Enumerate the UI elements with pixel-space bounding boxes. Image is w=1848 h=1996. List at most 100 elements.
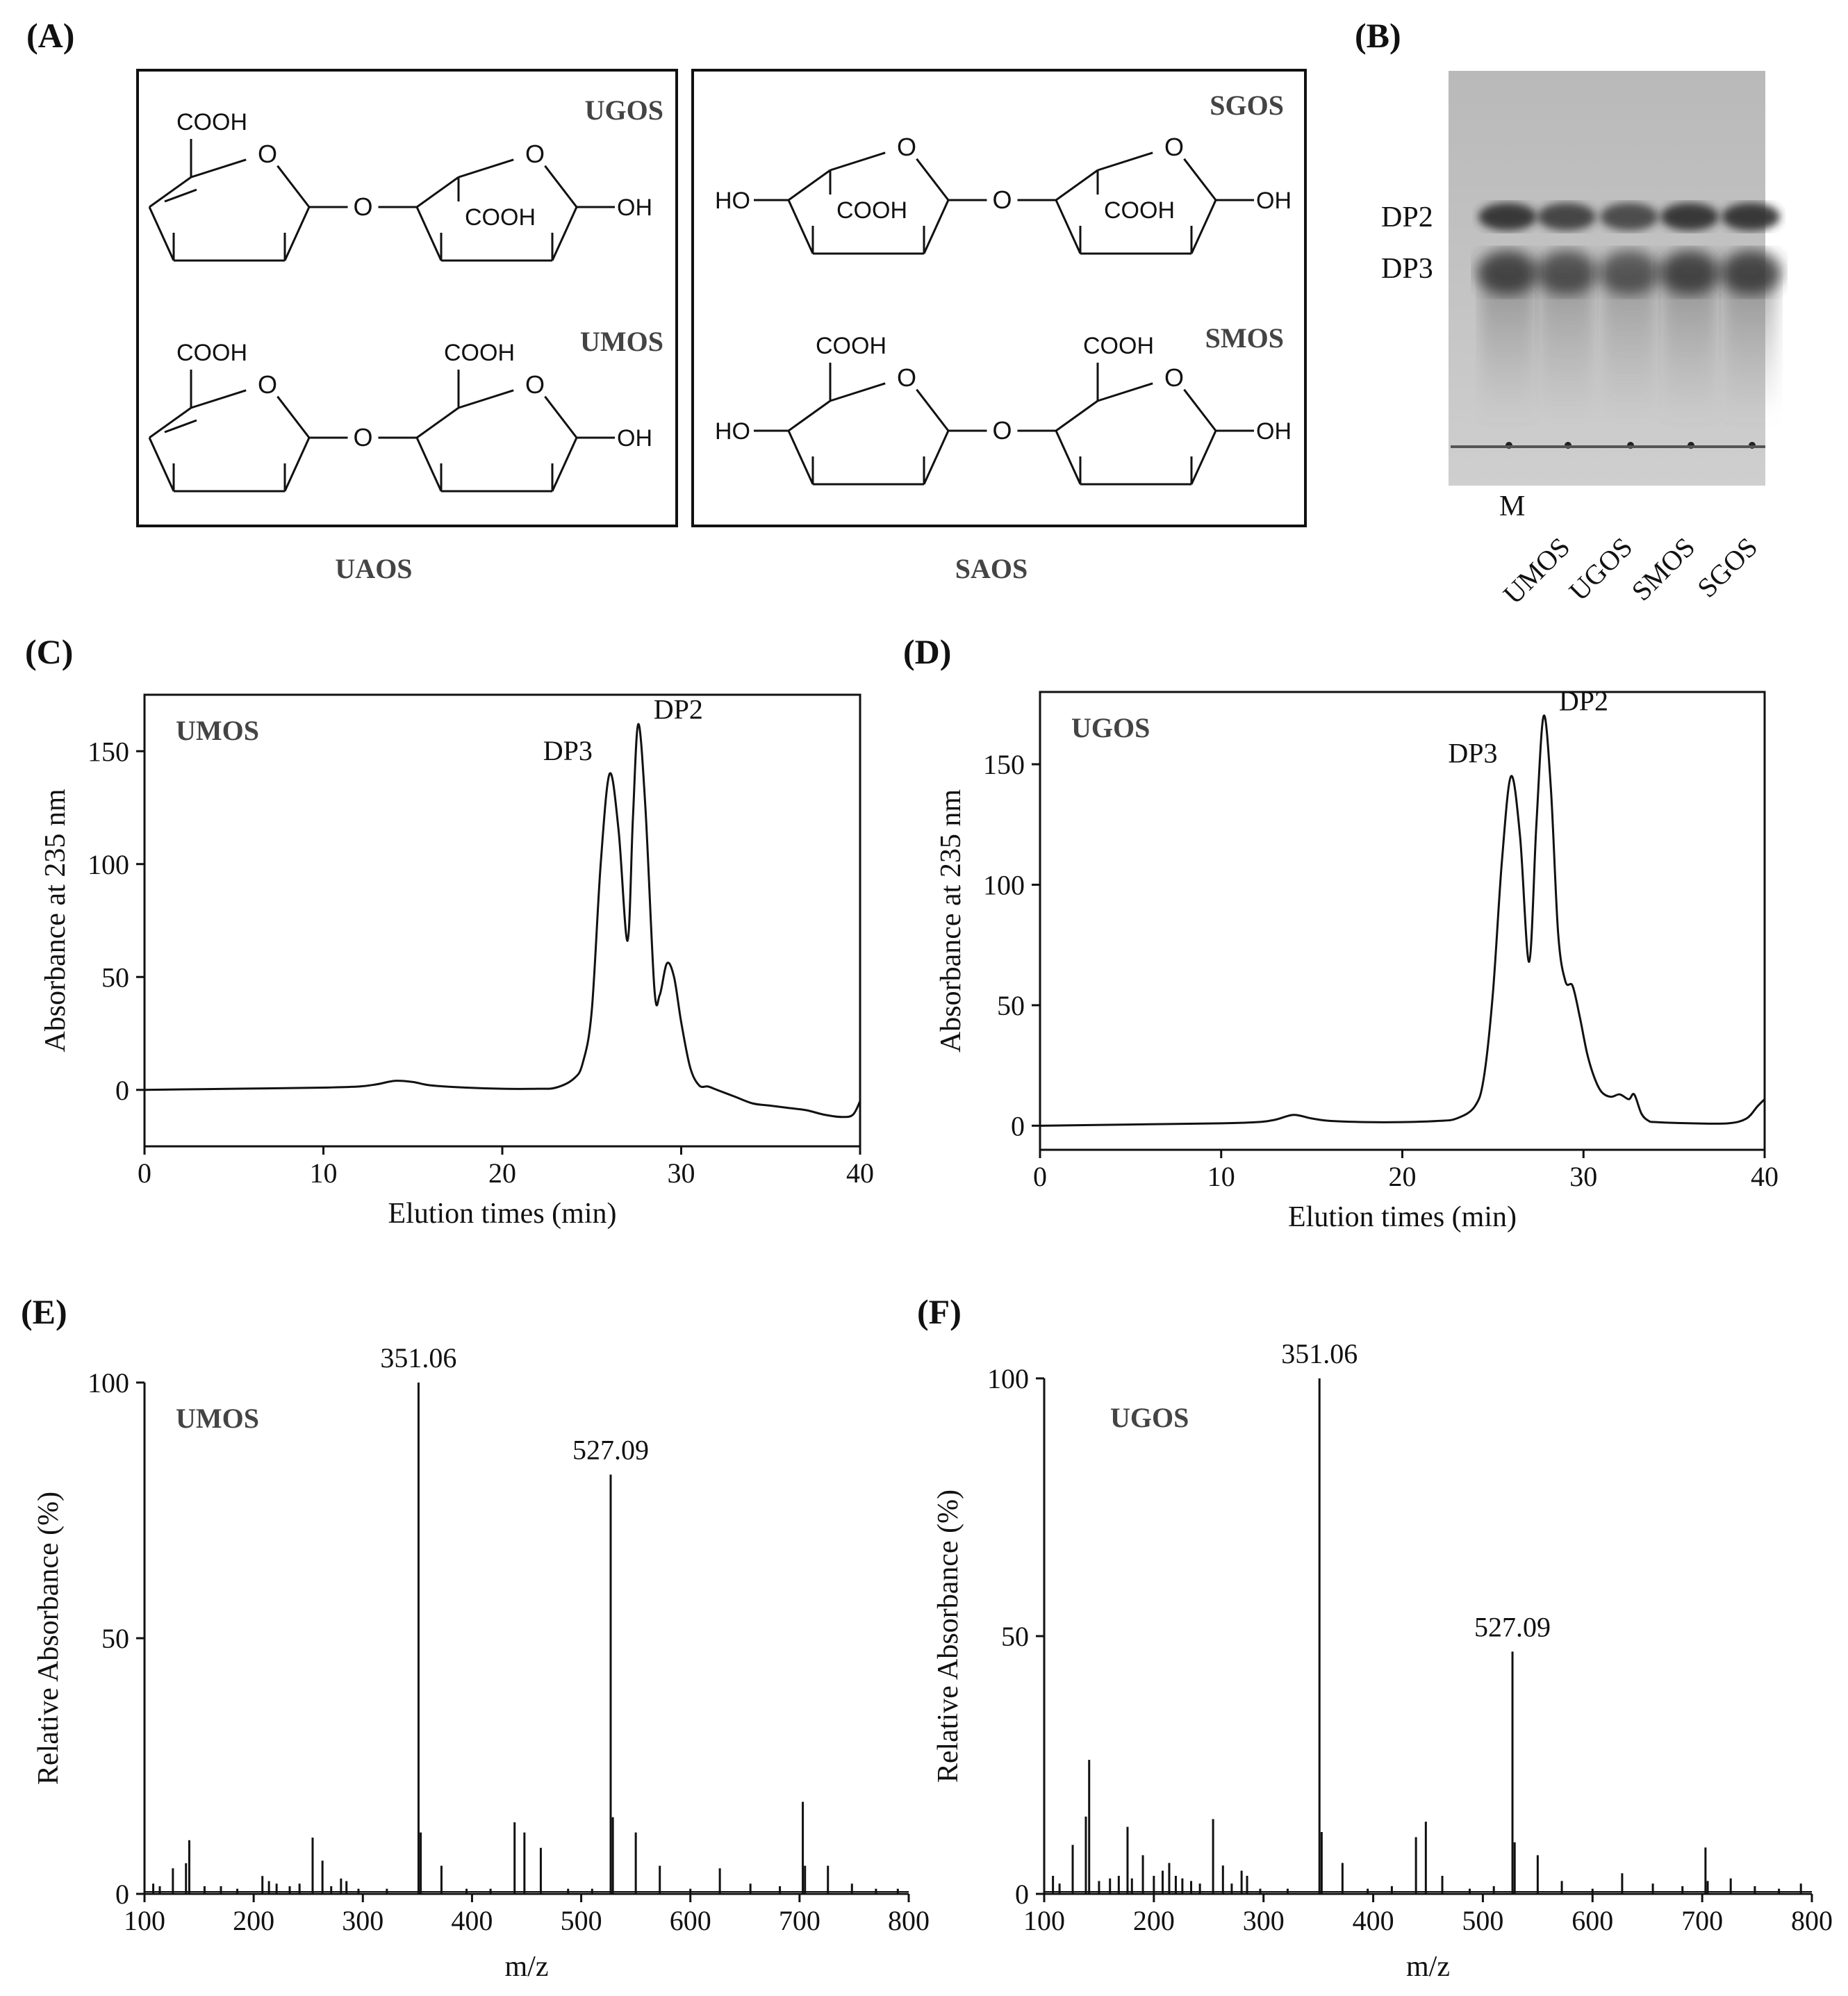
x-tick-label: 0 [138, 1157, 151, 1189]
x-tick-label: 800 [1791, 1905, 1833, 1936]
ring-bond [149, 406, 192, 439]
x-tick-label: 20 [1389, 1161, 1417, 1192]
x-tick-label: 400 [1353, 1905, 1394, 1936]
y-tick-label: 0 [115, 1879, 129, 1910]
cooh-label: COOH [1104, 197, 1175, 224]
ring-bond [830, 382, 886, 402]
y-tick-label: 150 [983, 749, 1025, 780]
x-tick-label: 10 [1207, 1161, 1235, 1192]
ring-bond [283, 206, 311, 261]
ring-bond [1055, 430, 1082, 485]
ring-bond [283, 437, 311, 492]
chart-e: (E) 100 200 300 400 500 600 700 800 0 50 100 m/z Rela… [21, 1292, 930, 1983]
lane-label: SMOS [1626, 531, 1701, 607]
gel-smear [1724, 274, 1777, 420]
y-axis-title: Absorbance at 235 nm [40, 789, 72, 1052]
saos-box [691, 69, 1307, 527]
lane-label: UGOS [1563, 531, 1639, 607]
ring-bond [787, 199, 814, 254]
gel-band-dp3 [1659, 250, 1720, 295]
ring-bond [149, 176, 192, 208]
ugos-label: UGOS [585, 94, 663, 126]
plot-frame [1039, 691, 1766, 1151]
gel-smear [1540, 274, 1593, 420]
ring-bond [830, 151, 886, 172]
panel-label-b: (B) [1355, 16, 1401, 55]
ring-bond [551, 437, 578, 492]
y-tick-label: 100 [88, 849, 129, 880]
x-tick-label: 200 [1133, 1905, 1175, 1936]
ho-label: HO [715, 418, 750, 445]
band-label-dp3: DP3 [1381, 253, 1433, 285]
ring-bond [1055, 199, 1082, 254]
ring-bond [1190, 430, 1217, 485]
x-tick-label: 800 [888, 1905, 930, 1936]
sgos-label: SGOS [1210, 90, 1284, 121]
x-tick-label: 40 [1751, 1161, 1779, 1192]
sample-label: UGOS [1071, 712, 1150, 743]
y-tick-label: 50 [101, 962, 129, 993]
ring-oxygen-label: O [1164, 133, 1184, 161]
oh-label: OH [617, 195, 652, 221]
gel-band-dp3 [1599, 250, 1660, 295]
ring-bond [1190, 199, 1217, 254]
ho-label: HO [715, 188, 750, 214]
gel-band-dp3 [1720, 250, 1781, 295]
y-tick-label: 0 [115, 1075, 129, 1106]
uaos-box [136, 69, 678, 527]
y-tick-label: 50 [101, 1623, 129, 1654]
cooh-label: COOH [176, 340, 247, 366]
x-tick-label: 700 [779, 1905, 820, 1936]
chart-c: (C) 0 10 20 30 40 0 50 100 150 Elution times (min)… [25, 632, 874, 1230]
chart-d: (D) 0 10 20 30 40 0 50 100 150 Elution times (min)… [903, 632, 1779, 1233]
ring-bond [1183, 388, 1217, 431]
elution-trace [144, 723, 861, 1119]
oh-label: OH [1256, 418, 1292, 445]
ring-bond [277, 395, 311, 438]
ring-bond [787, 430, 814, 485]
x-tick-label: 100 [124, 1905, 165, 1936]
ring-bond [544, 165, 578, 208]
ring-oxygen-label: O [1164, 363, 1184, 392]
ring-bond [277, 165, 311, 208]
peak-label: DP3 [1448, 737, 1497, 768]
gel-band-dp3 [1536, 250, 1597, 295]
x-tick-label: 30 [1569, 1161, 1597, 1192]
ring-oxygen-label: O [258, 370, 277, 399]
ring-bond [148, 206, 175, 261]
ring-bond [551, 206, 578, 261]
y-tick-label: 0 [1015, 1879, 1029, 1910]
x-tick-label: 10 [310, 1157, 338, 1189]
double-bond [164, 188, 197, 203]
panel-label: (D) [903, 632, 951, 671]
y-tick-label: 100 [983, 869, 1025, 900]
cooh-label: COOH [176, 109, 247, 135]
ring-bond [916, 388, 950, 431]
plot-frame [143, 693, 861, 1148]
gel-band-dp3 [1477, 250, 1538, 295]
gel-band-dp2 [1660, 203, 1719, 231]
x-tick-label: 600 [670, 1905, 711, 1936]
ring-bond [1055, 169, 1098, 201]
panel-label-a: (A) [26, 16, 74, 55]
ring-oxygen-label: O [897, 133, 916, 161]
umos-label: UMOS [580, 326, 663, 357]
gel-smear [1481, 274, 1534, 420]
y-tick-label: 50 [997, 990, 1025, 1021]
ring-oxygen-label: O [258, 140, 277, 168]
x-tick-label: 400 [451, 1905, 493, 1936]
oh-label: OH [1256, 188, 1292, 214]
gel-band-dp2 [1537, 203, 1596, 231]
lane-label: SGOS [1691, 531, 1763, 604]
x-tick-label: 500 [561, 1905, 602, 1936]
y-axis-title: Relative Absorbance (%) [932, 1490, 964, 1783]
ring-bond [923, 199, 950, 254]
x-axis-title: m/z [505, 1951, 549, 1983]
x-axis-title: m/z [1406, 1951, 1450, 1983]
bridge-oxygen-label: O [992, 185, 1012, 214]
ring-oxygen-label: O [897, 363, 916, 392]
peak-label: 351.06 [1281, 1338, 1358, 1369]
ring-bond [458, 389, 514, 409]
